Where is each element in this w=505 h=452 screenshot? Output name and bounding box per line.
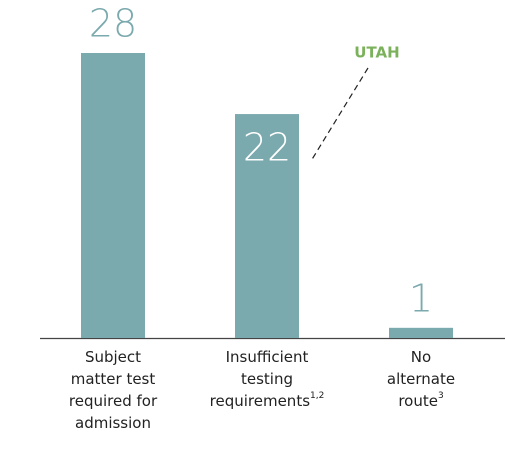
value-label: 28 xyxy=(89,2,137,46)
value-label: 22 xyxy=(243,126,291,170)
x-tick-label: admission xyxy=(75,414,151,432)
bar xyxy=(81,53,145,338)
footnote-marker: 3 xyxy=(438,391,444,401)
x-tick-label: required for xyxy=(69,392,158,410)
x-tick-label-line: requirements xyxy=(210,392,311,410)
x-tick-label-line: route xyxy=(398,392,438,410)
x-tick-label-line: matter test xyxy=(71,370,156,388)
x-tick-label: alternate xyxy=(387,370,455,388)
x-tick-label-line: Insufficient xyxy=(226,348,309,366)
bar xyxy=(235,114,299,338)
bar xyxy=(389,327,453,338)
value-label: 1 xyxy=(409,276,433,320)
x-tick-label-line: required for xyxy=(69,392,158,410)
annotation: UTAH xyxy=(354,44,399,62)
x-tick-label: Insufficient xyxy=(226,348,309,366)
x-tick-label: testing xyxy=(241,370,293,388)
x-tick-label-line: alternate xyxy=(387,370,455,388)
annotation-line xyxy=(310,67,369,162)
x-tick-label: matter test xyxy=(71,370,156,388)
x-tick-label: requirements1,2 xyxy=(210,391,325,410)
x-tick-label: No xyxy=(411,348,431,366)
footnote-marker: 1,2 xyxy=(310,391,324,401)
x-tick-label-line: No xyxy=(411,348,431,366)
x-tick-label: route3 xyxy=(398,391,443,410)
x-tick-label-line: admission xyxy=(75,414,151,432)
x-tick-label: Subject xyxy=(85,348,141,366)
x-tick-label-line: testing xyxy=(241,370,293,388)
x-tick-label-line: Subject xyxy=(85,348,141,366)
